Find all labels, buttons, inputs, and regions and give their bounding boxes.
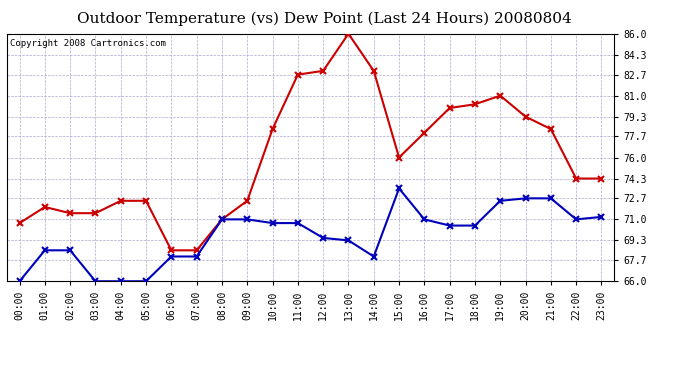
Text: Copyright 2008 Cartronics.com: Copyright 2008 Cartronics.com (10, 39, 166, 48)
Text: Outdoor Temperature (vs) Dew Point (Last 24 Hours) 20080804: Outdoor Temperature (vs) Dew Point (Last… (77, 11, 572, 26)
